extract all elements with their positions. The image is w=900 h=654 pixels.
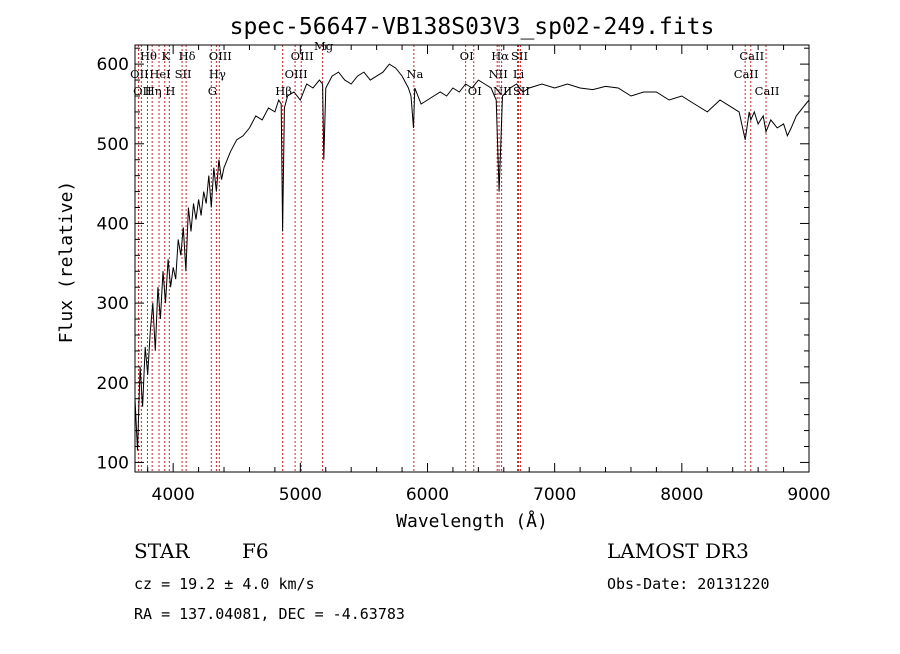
spectral-line-label: OII <box>130 67 149 81</box>
spectral-line-label: SII <box>511 49 528 63</box>
spectral-line-label: OI <box>460 49 474 63</box>
spectral-line-markers <box>137 45 767 472</box>
object-subclass: F6 <box>242 539 269 563</box>
spectral-line-label: G <box>208 84 217 98</box>
y-tick-label: 600 <box>97 55 129 75</box>
coordinates: RA = 137.04081, DEC = -4.63783 <box>134 605 405 623</box>
plot-frame <box>134 44 810 473</box>
x-axis-label: Wavelength (Å) <box>396 510 548 532</box>
spectral-line-label: SII <box>513 84 530 98</box>
x-tick-label: 6000 <box>406 485 449 505</box>
y-axis-label: Flux (relative) <box>56 181 77 344</box>
chart-title: spec-56647-VB138S03V3_sp02-249.fits <box>230 14 715 40</box>
spectral-line-labels: OIIOIIHθHηHeIKHSIIHδGHγOIIIHβOIIIOIIIMgN… <box>130 39 779 98</box>
spectral-line-label: CaII <box>755 84 780 98</box>
spectral-line-label: K <box>161 49 170 63</box>
y-tick-label: 200 <box>97 374 129 394</box>
observation-date: Obs-Date: 20131220 <box>607 575 770 593</box>
spectral-line-label: CaII <box>734 67 759 81</box>
y-tick-label: 100 <box>97 453 129 473</box>
spectral-line-label: OII <box>133 84 152 98</box>
spectral-line-label: SII <box>175 67 192 81</box>
spectral-line-label: Mg <box>314 39 334 53</box>
spectral-line-label: Hδ <box>179 49 196 63</box>
spectral-line-label: NII <box>493 84 512 98</box>
spectral-line-label: HeI <box>149 67 170 81</box>
spectral-line-label: Hγ <box>209 67 226 81</box>
y-tick-label: 300 <box>97 294 129 314</box>
redshift-value: cz = 19.2 ± 4.0 km/s <box>134 575 315 593</box>
spectrum-line <box>134 63 810 451</box>
spectral-line-label: Li <box>513 67 525 81</box>
spectral-line-label: CaII <box>739 49 764 63</box>
y-tick-label: 500 <box>97 135 129 155</box>
x-tick-label: 4000 <box>152 485 195 505</box>
x-tick-label: 9000 <box>787 485 830 505</box>
survey-name: LAMOST DR3 <box>607 539 749 563</box>
x-tick-label: 5000 <box>279 485 322 505</box>
spectral-line-label: Hη <box>145 84 162 98</box>
spectral-line-label: OIII <box>291 49 314 63</box>
spectral-line-label: Hθ <box>140 49 157 63</box>
axis-ticks: 4000 5000 6000 7000 8000 9000 100 200 300 400 500 6… <box>97 45 831 505</box>
y-tick-label: 400 <box>97 214 129 234</box>
spectral-line-label: H <box>165 84 175 98</box>
spectral-line-label: Na <box>406 67 423 81</box>
spectral-line-label: Hα <box>491 49 509 63</box>
spectral-line-label: OIII <box>285 67 308 81</box>
object-class: STAR <box>134 539 190 563</box>
spectral-line-label: NII <box>489 67 508 81</box>
spectral-line-label: Hβ <box>275 84 292 98</box>
x-tick-label: 8000 <box>660 485 703 505</box>
spectral-line-label: OIII <box>209 49 232 63</box>
x-tick-label: 7000 <box>533 485 576 505</box>
